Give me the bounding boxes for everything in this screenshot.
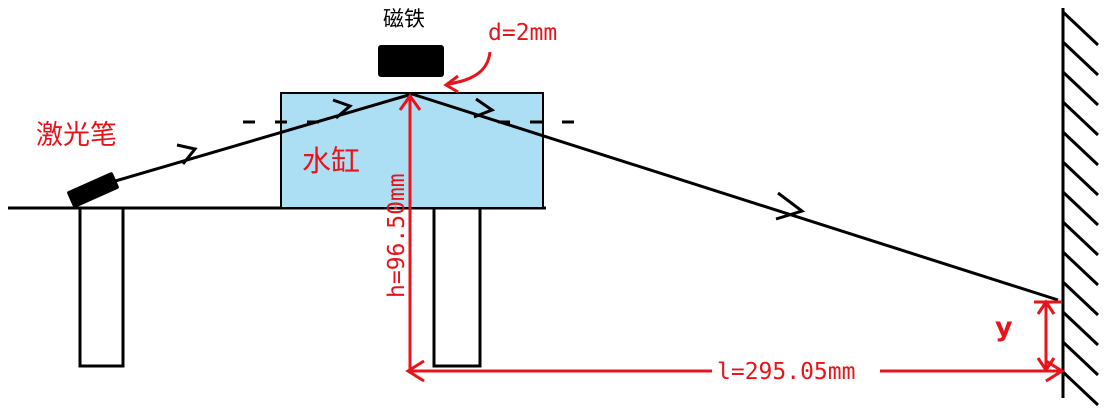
height-arrow-top xyxy=(398,93,422,111)
right-support-leg xyxy=(432,206,482,368)
water-tank xyxy=(280,92,544,209)
magnet-label: 磁铁 xyxy=(383,7,425,31)
wall-hatching xyxy=(1061,10,1100,407)
thickness-pointer xyxy=(447,51,492,86)
height-label: h=96.50mm xyxy=(384,173,410,298)
beam-arrow-1 xyxy=(176,143,198,165)
laser-beam-reflected xyxy=(411,92,1059,302)
thickness-pointer-head xyxy=(443,74,459,94)
beam-arrow-3 xyxy=(473,97,496,119)
thickness-label: d=2mm xyxy=(488,20,558,46)
offset-arrow-bottom xyxy=(1036,357,1056,373)
offset-arrow-top xyxy=(1036,299,1056,315)
laser-beam-incoming xyxy=(104,92,413,186)
offset-label: y xyxy=(995,312,1013,343)
distance-label: l=295.05mm xyxy=(717,359,856,385)
left-support-leg xyxy=(78,206,125,368)
beam-arrow-2 xyxy=(332,98,353,120)
distance-arrow-left xyxy=(405,359,425,383)
magnet xyxy=(378,45,444,77)
laser-pen-label: 激光笔 xyxy=(36,120,117,151)
water-tank-label: 水缸 xyxy=(302,144,361,178)
laser-pen xyxy=(67,172,119,208)
beam-arrow-4 xyxy=(775,191,806,221)
